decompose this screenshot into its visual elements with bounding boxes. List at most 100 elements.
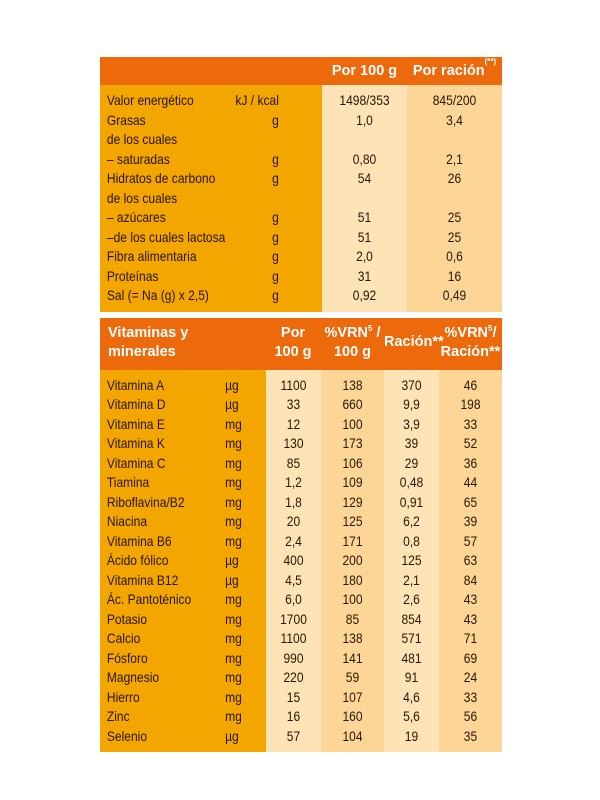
nutrient-cell: – saturadas g (100, 149, 291, 169)
value-per-100g: 4,5 (285, 571, 302, 588)
value-per-serving: 0,6 (413, 247, 496, 267)
vrn-per-serving: 33 (463, 688, 478, 705)
vitamin-name: Vitamina E (106, 415, 165, 432)
vitamin-name: Vitamina K (106, 435, 165, 451)
nutrient-unit (258, 189, 279, 209)
nutrient-name: Proteínas (106, 267, 159, 284)
vrn-per-serving: 56 (463, 708, 478, 724)
value-per-serving: 16 (413, 266, 496, 286)
nutrient-cell: Grasas g (100, 110, 291, 130)
vitamin-row: Magnesio mg 220 59 91 24 (100, 668, 502, 688)
vrn-per-100g: 100 (342, 415, 363, 432)
value-per-100g: 0,92 (327, 286, 402, 306)
vitamin-unit: mg (225, 610, 242, 627)
header-racion: Ración** (384, 333, 444, 350)
value-per-100g: 130 (283, 435, 304, 451)
header-vrnr-sup: 5 (488, 323, 493, 333)
vrn-per-100g: 109 (342, 474, 363, 490)
nutrition-row: Sal (= Na (g) x 2,5) g 0,92 0,49 (100, 286, 502, 306)
vitamin-name: Vitamina D (106, 396, 166, 412)
vitamin-name: Vitamina A (106, 376, 165, 393)
nutrition-table-body: Valor energético kJ / kcal 1498/353 845/200… (100, 85, 502, 312)
value-per-serving: 29 (404, 454, 419, 471)
value-per-serving: 2,6 (403, 591, 420, 607)
vrn-per-serving: 198 (460, 396, 481, 412)
value-per-100g: 400 (283, 552, 304, 568)
vrn-per-100g: 59 (345, 669, 360, 685)
value-per-serving (413, 130, 496, 150)
nutrient-name: –de los cuales lactosa (106, 228, 226, 245)
vitamin-name: Ácido fólico (106, 552, 169, 568)
nutrient-cell: Sal (= Na (g) x 2,5) g (100, 286, 291, 306)
value-per-serving: 3,9 (403, 415, 420, 432)
nutrition-row: Valor energético kJ / kcal 1498/353 845/200 (100, 91, 502, 111)
nutrient-name: Valor energético (106, 92, 194, 108)
vrn-per-serving: 39 (463, 513, 478, 529)
nutrition-table-header: Por 100 g Por ración(**) (100, 57, 502, 85)
vitamin-name: Vitamina B6 (106, 532, 172, 549)
vrn-per-100g: 107 (342, 688, 363, 705)
header-vrnr-slash: / (492, 324, 497, 341)
header-vrnr-line2: Ración** (440, 343, 501, 360)
vrn-per-serving: 63 (463, 552, 478, 568)
header-por-line2: 100 g (274, 343, 312, 360)
nutrient-unit: g (272, 150, 279, 167)
header-vrn-100g: %VRN5 / 100 g (321, 318, 384, 370)
value-per-serving: 370 (401, 376, 422, 393)
vitamin-row: Vitamina D µg 33 660 9,9 198 (100, 395, 502, 415)
vitamin-name: Selenio (106, 727, 148, 744)
vrn-per-serving: 57 (463, 532, 478, 549)
value-per-serving: 854 (401, 610, 422, 627)
value-per-serving: 5,6 (403, 708, 420, 724)
vrn-per-100g: 85 (345, 610, 360, 627)
vitamin-unit: mg (225, 708, 242, 724)
vitamin-row: Ác. Pantoténico mg 6,0 100 2,6 43 (100, 590, 502, 610)
nutrient-cell: de los cuales (100, 130, 291, 150)
value-per-serving: 0,49 (413, 286, 496, 306)
value-per-serving: 9,9 (403, 396, 420, 412)
vrn-per-serving: 33 (463, 415, 478, 432)
value-per-serving: 3,4 (413, 110, 496, 130)
value-per-100g: 6,0 (285, 591, 302, 607)
vitamin-row: Niacina mg 20 125 6,2 39 (100, 512, 502, 532)
vitamin-unit: µg (225, 727, 239, 744)
vitamin-row: Tiamina mg 1,2 109 0,48 44 (100, 473, 502, 493)
vitamin-row: Vitamina E mg 12 100 3,9 33 (100, 415, 502, 435)
header-vrn-text: %VRN (324, 324, 368, 341)
value-per-100g: 31 (327, 266, 402, 286)
nutrition-label: Por 100 g Por ración(**) Valor energétic… (100, 57, 502, 752)
vrn-per-100g: 171 (342, 532, 363, 549)
vrn-per-serving: 36 (463, 454, 478, 471)
header-vrn-sup: 5 (368, 323, 373, 333)
vitamin-unit: mg (225, 669, 242, 685)
nutrient-cell: Hidratos de carbono g (100, 169, 291, 189)
vrn-per-serving: 69 (463, 649, 478, 666)
value-per-100g (327, 188, 402, 208)
header-vrn-line2: 100 g (333, 343, 372, 360)
vitamin-name: Fósforo (106, 649, 148, 666)
value-per-100g: 1,0 (327, 110, 402, 130)
vitamin-row: Vitamina B12 µg 4,5 180 2,1 84 (100, 571, 502, 591)
nutrition-row: – azúcares g 51 25 (100, 208, 502, 228)
vrn-per-100g: 125 (342, 513, 363, 529)
vitamin-name: Potasio (106, 610, 148, 627)
nutrient-unit (258, 130, 279, 150)
vitamin-name: Vitamina B12 (106, 571, 179, 588)
value-per-100g: 12 (286, 415, 301, 432)
nutrient-name: – azúcares (106, 209, 166, 225)
value-per-100g: 57 (286, 727, 301, 744)
vrn-per-serving: 84 (463, 571, 478, 588)
value-per-100g: 0,80 (327, 149, 402, 169)
value-per-serving: 2,1 (403, 571, 420, 588)
value-per-serving: 0,48 (399, 474, 424, 490)
value-per-serving: 125 (401, 552, 422, 568)
value-per-100g: 1,2 (285, 474, 302, 490)
nutrient-name: Fibra alimentaria (106, 248, 197, 264)
value-per-serving: 91 (404, 669, 419, 685)
value-per-100g: 1700 (280, 610, 307, 627)
nutrient-name: de los cuales (106, 189, 178, 206)
value-per-serving: 19 (404, 727, 419, 744)
vrn-per-100g: 100 (342, 591, 363, 607)
vitamin-name: Magnesio (106, 669, 160, 685)
vrn-per-serving: 43 (463, 610, 478, 627)
